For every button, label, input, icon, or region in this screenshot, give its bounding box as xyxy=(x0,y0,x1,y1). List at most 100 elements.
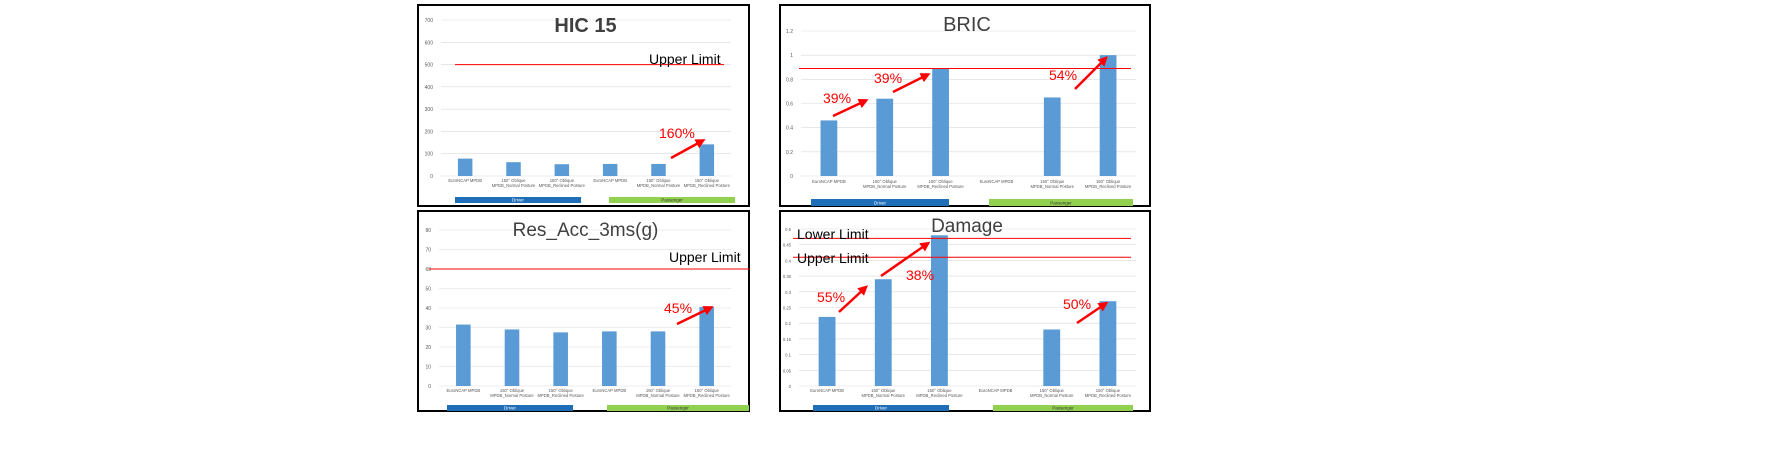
y-tick-label: 0.45 xyxy=(783,243,792,248)
x-tick-label-line: 150° Oblique xyxy=(871,388,896,393)
x-tick-label-line: 150° Oblique xyxy=(928,179,953,184)
bar xyxy=(699,144,715,176)
bar xyxy=(456,324,471,386)
bar xyxy=(1043,329,1061,386)
bar xyxy=(818,316,836,386)
y-tick-label: 700 xyxy=(425,18,434,24)
increase-arrow xyxy=(880,241,931,278)
bar xyxy=(874,279,892,386)
bar xyxy=(504,329,520,386)
y-tick-label: 70 xyxy=(425,248,431,254)
y-tick-label: 0.8 xyxy=(786,77,793,83)
x-tick-label: EuroNCAP MPDB xyxy=(810,388,844,393)
y-tick-label: 0 xyxy=(789,384,792,389)
chart-title: Res_Acc_3ms(g) xyxy=(513,220,659,241)
bar xyxy=(876,98,894,176)
x-tick-label-line: MPDB_Reclined Posture xyxy=(538,393,585,398)
bar xyxy=(650,331,666,386)
y-tick-label: 0.4 xyxy=(785,258,791,263)
x-tick-label: 150° Oblique MPDB_Reclined Posture xyxy=(684,388,731,398)
chart-svg: 0 100 200 300 400 500 600 700 EuroNCAP MPDB 150° … xyxy=(425,15,735,203)
y-tick-label: 1 xyxy=(790,53,793,59)
y-tick-label: 600 xyxy=(425,40,434,46)
x-tick-label-line: 150° Oblique xyxy=(1040,179,1065,184)
damage-chart-panel: 0 0.05 0.1 0.15 0.2 0.25 0.3 0.35 0.4 0.45 0.5 Euro… xyxy=(779,210,1151,412)
x-tick-label: 150° Oblique MPDB_Reclined Posture xyxy=(916,388,963,398)
x-tick-label-line: MPDB_Normal Posture xyxy=(1030,393,1074,398)
increase-arrow xyxy=(670,139,706,160)
x-tick-label: 150° Oblique MPDB_Normal Posture xyxy=(863,179,907,189)
percent-annotation: 54% xyxy=(1049,67,1077,83)
percent-annotation: 39% xyxy=(823,90,851,106)
group-band-label: Driver xyxy=(504,406,517,411)
y-tick-label: 0 xyxy=(428,384,431,390)
bar xyxy=(651,163,666,176)
group-band xyxy=(811,199,949,206)
x-tick-label-line: 150° Oblique xyxy=(695,178,720,183)
group-band xyxy=(989,199,1133,206)
y-tick-label: 0 xyxy=(790,174,793,180)
x-tick-label: 150° Oblique MPDB_Reclined Posture xyxy=(684,178,731,188)
group-band-label: Passenger xyxy=(1052,406,1074,411)
bar xyxy=(1099,301,1117,386)
x-tick-label: 150° Oblique MPDB_Reclined Posture xyxy=(917,179,964,189)
y-tick-label: 0.5 xyxy=(785,227,791,232)
group-band-label: Passenger xyxy=(1050,201,1072,206)
group-band xyxy=(607,405,749,411)
group-band-label: Passenger xyxy=(667,406,689,411)
increase-arrow xyxy=(838,285,868,313)
x-tick-label-line: 150° Oblique xyxy=(927,388,952,393)
y-tick-label: 400 xyxy=(425,85,434,91)
hic15-chart-panel: 0 100 200 300 400 500 600 700 EuroNCAP MPDB 150° … xyxy=(417,4,750,207)
increase-arrow xyxy=(1076,301,1109,325)
x-tick-label-line: MPDB_Normal Posture xyxy=(1030,184,1074,189)
y-tick-label: 30 xyxy=(425,326,431,332)
x-tick-label-line: MPDB_Normal Posture xyxy=(637,183,681,188)
y-tick-label: 0.6 xyxy=(786,102,793,108)
group-band-label: Driver xyxy=(512,198,525,203)
x-tick-label: 150° Oblique MPDB_Reclined Posture xyxy=(1085,388,1132,398)
y-tick-label: 0.2 xyxy=(786,150,793,156)
limit-label: Upper Limit xyxy=(669,249,741,265)
x-tick-label: 150° Oblique MPDB_Normal Posture xyxy=(492,178,536,188)
x-tick-label-line: MPDB_Reclined Posture xyxy=(916,393,963,398)
x-tick-label: EuroNCAP MPDB xyxy=(446,388,480,393)
x-tick-label-line: MPDB_Reclined Posture xyxy=(539,183,586,188)
bar xyxy=(554,164,570,176)
chart-svg: 0 0.2 0.4 0.6 0.8 1 1.2 EuroNCAP MPDB 150° Obliq… xyxy=(786,14,1136,206)
x-tick-label-line: 150° Oblique xyxy=(501,178,526,183)
percent-annotation: 50% xyxy=(1063,296,1091,312)
bar xyxy=(602,331,617,386)
x-tick-label-line: 150° Oblique xyxy=(646,388,671,393)
x-tick-label: EuroNCAP MPDB xyxy=(979,388,1013,393)
x-tick-label: EuroNCAP MPDB xyxy=(812,179,846,184)
x-tick-label-line: MPDB_Reclined Posture xyxy=(684,393,731,398)
x-tick-label-line: MPDB_Reclined Posture xyxy=(917,184,964,189)
x-tick-label: 150° Oblique MPDB_Reclined Posture xyxy=(539,178,586,188)
y-tick-label: 0.2 xyxy=(785,321,791,326)
x-tick-label: 150° Oblique MPDB_Normal Posture xyxy=(861,388,905,398)
x-tick-label-line: MPDB_Reclined Posture xyxy=(684,183,731,188)
x-tick-label: 150° Oblique MPDB_Normal Posture xyxy=(1030,388,1074,398)
percent-annotation: 45% xyxy=(664,300,692,316)
bar xyxy=(553,332,568,386)
group-band xyxy=(455,197,581,203)
y-tick-label: 10 xyxy=(425,365,431,371)
y-tick-label: 500 xyxy=(425,63,434,69)
x-tick-label-line: 150° Oblique xyxy=(1096,388,1121,393)
x-tick-label-line: 150° Oblique xyxy=(549,388,574,393)
group-band xyxy=(609,197,735,203)
y-tick-label: 80 xyxy=(425,228,431,234)
limit-label: Lower Limit xyxy=(797,226,869,242)
limit-label: Upper Limit xyxy=(797,250,869,266)
x-tick-label: EuroNCAP MPDB xyxy=(448,178,482,183)
x-tick-label: EuroNCAP MPDB xyxy=(593,178,627,183)
x-tick-label-line: 150° Oblique xyxy=(500,388,525,393)
chart-svg: 0 0.05 0.1 0.15 0.2 0.25 0.3 0.35 0.4 0.45 0.5 Euro… xyxy=(783,216,1136,411)
x-tick-label-line: MPDB_Normal Posture xyxy=(861,393,905,398)
x-tick-label: 150° Oblique MPDB_Normal Posture xyxy=(636,388,680,398)
group-band xyxy=(813,405,949,411)
x-tick-label: 150° Oblique MPDB_Normal Posture xyxy=(637,178,681,188)
increase-arrow xyxy=(892,73,931,94)
y-tick-label: 300 xyxy=(425,107,434,113)
